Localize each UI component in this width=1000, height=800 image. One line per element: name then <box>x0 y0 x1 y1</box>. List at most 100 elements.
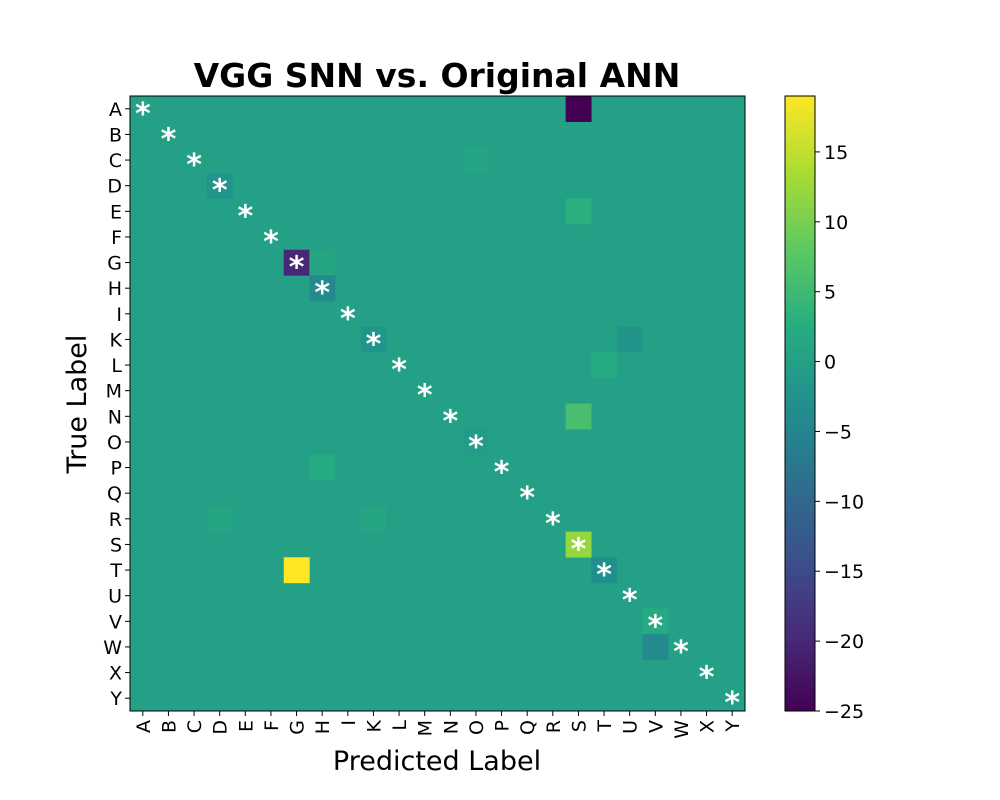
colorbar-tick-label: −15 <box>824 561 864 583</box>
x-tick-label: G <box>287 720 309 735</box>
diagonal-marker: * <box>699 661 715 696</box>
y-tick-label: I <box>116 304 122 326</box>
heatmap-cell <box>591 352 618 379</box>
diagonal-marker: * <box>673 635 689 670</box>
diagonal-marker: * <box>186 148 202 183</box>
x-tick-label: K <box>363 719 385 732</box>
x-tick-label: F <box>261 720 283 731</box>
x-tick-label: P <box>492 720 514 731</box>
heatmap-cell <box>283 249 310 276</box>
diagonal-marker: * <box>647 609 663 644</box>
diagonal-marker: * <box>442 404 458 439</box>
heatmap-cell <box>309 454 336 481</box>
diagonal-marker: * <box>494 456 510 491</box>
y-tick-label: G <box>107 253 122 275</box>
colorbar-tick-label: −20 <box>824 631 864 653</box>
heatmap-cell <box>565 531 592 558</box>
y-tick-label: W <box>103 637 122 659</box>
diagonal-marker: * <box>468 430 484 465</box>
heatmap-cell <box>463 147 490 174</box>
colorbar-tick-label: 5 <box>824 282 836 304</box>
diagonal-marker: * <box>622 584 638 619</box>
diagonal-marker: * <box>314 276 330 311</box>
heatmap-cell <box>565 403 592 430</box>
y-axis-label: True Label <box>62 335 93 475</box>
y-tick-label: T <box>109 560 122 582</box>
x-tick-label: C <box>184 720 206 733</box>
x-tick-label: W <box>671 720 693 739</box>
heatmap-cell <box>565 96 592 122</box>
heatmap-cell <box>565 198 592 225</box>
y-tick-label: D <box>107 176 122 198</box>
diagonal-marker: * <box>724 686 740 721</box>
x-tick-label: X <box>697 720 719 733</box>
y-tick-label: X <box>109 663 122 685</box>
heatmap-cell <box>463 429 490 456</box>
y-tick-label: Q <box>107 483 122 505</box>
x-tick-label: O <box>466 720 488 735</box>
y-tick-label: L <box>111 355 122 377</box>
y-tick-label: R <box>109 509 122 531</box>
x-tick-label: U <box>620 720 642 734</box>
colorbar <box>784 95 816 712</box>
diagonal-marker: * <box>391 353 407 388</box>
y-tick-label: Y <box>109 688 122 710</box>
heatmap-cell <box>642 634 669 661</box>
chart-title: VGG SNN vs. Original ANN <box>194 56 681 95</box>
y-tick-label: P <box>111 458 122 480</box>
y-tick-label: K <box>110 329 123 351</box>
colorbar-ticks: 15 10 5 0 −5 −10 −15 −20 −25 <box>815 142 864 723</box>
diagonal-marker: * <box>212 174 228 209</box>
heatmap-cells <box>130 96 745 711</box>
diagonal-marker: * <box>571 532 587 567</box>
x-tick-label: M <box>415 720 437 736</box>
x-tick-label: Y <box>722 720 744 733</box>
x-tick-label: H <box>312 720 334 734</box>
x-tick-label: L <box>389 720 411 731</box>
x-axis-label: Predicted Label <box>333 746 541 777</box>
y-tick-label: F <box>111 227 122 249</box>
y-tick-label: A <box>109 99 122 121</box>
x-tick-label: N <box>440 720 462 734</box>
colorbar-tick-label: −5 <box>824 421 852 443</box>
x-tick-label: A <box>133 720 155 733</box>
heatmap-cell <box>283 557 310 584</box>
heatmap-cell <box>642 608 669 635</box>
x-tick-label: D <box>210 720 232 735</box>
y-tick-label: H <box>108 278 122 300</box>
heatmap-cell <box>309 275 336 302</box>
diagonal-marker: * <box>161 122 177 157</box>
diagonal-markers: * * * * * * * * * * * * * * * * * * * * * * * * <box>135 97 740 721</box>
heatmap-cell <box>206 172 233 199</box>
heatmap-cell <box>360 506 387 532</box>
heatmap-cell <box>591 557 618 584</box>
diagonal-marker: * <box>545 507 561 542</box>
diagonal-marker: * <box>519 481 535 516</box>
y-tick-label: N <box>108 406 122 428</box>
x-tick-label: I <box>338 720 360 726</box>
y-tick-label: U <box>108 586 122 608</box>
diagonal-marker: * <box>289 251 305 286</box>
y-tick-label: O <box>107 432 122 454</box>
colorbar-tick-label: 15 <box>824 142 848 164</box>
x-tick-label: T <box>594 720 616 733</box>
diagonal-marker: * <box>366 327 382 362</box>
x-tick-label: V <box>645 720 667 733</box>
y-tick-label: C <box>109 150 122 172</box>
diagonal-marker: * <box>596 558 612 593</box>
colorbar-tick-label: 0 <box>824 352 836 374</box>
y-tick-label: B <box>109 124 122 146</box>
x-tick-label: Q <box>517 720 539 735</box>
colorbar-tick-label: −25 <box>824 701 864 723</box>
y-tick-label: V <box>109 611 122 633</box>
x-tick-label: E <box>235 720 257 732</box>
colorbar-tick-label: 10 <box>824 212 848 234</box>
heatmap-cell <box>360 326 387 353</box>
diagonal-marker: * <box>263 225 279 260</box>
heatmap-cell <box>309 249 336 276</box>
x-tick-label: R <box>543 720 565 733</box>
x-tick-label: B <box>158 720 180 733</box>
